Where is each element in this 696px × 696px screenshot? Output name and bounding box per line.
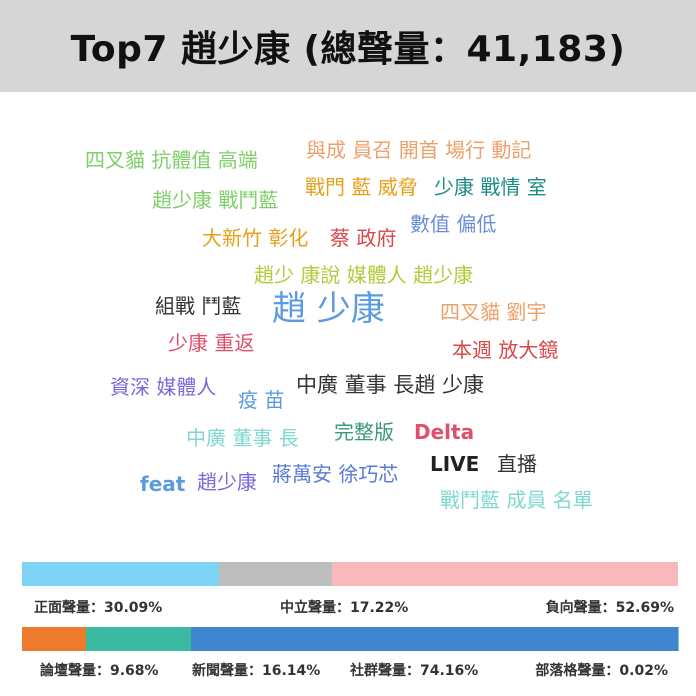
cloud-word-1: 四叉貓 抗體值 高端: [85, 148, 258, 172]
negative-volume-segment: [332, 562, 678, 586]
cloud-word-13: 少康 重返: [168, 331, 255, 355]
cloud-word-25: 蔣萬安 徐巧芯: [272, 462, 399, 486]
cloud-word-8: 蔡 政府: [330, 226, 397, 250]
positive-volume-segment: [22, 562, 220, 586]
cloud-word-17: 中廣 董事 長趙 少康: [296, 373, 485, 397]
cloud-word-7: 大新竹 彰化: [202, 226, 309, 250]
cloud-word-3: 戰門 藍 威脅: [305, 175, 418, 199]
cloud-word-22: 直播: [497, 452, 537, 476]
cloud-word-20: Delta: [414, 420, 475, 444]
blog-volume-label: 部落格聲量：0.02%: [535, 663, 668, 679]
neutral-volume-label: 中立聲量：17.22%: [280, 600, 409, 616]
neutral-volume-segment: [219, 562, 333, 586]
cloud-word-18: 中廣 董事 長: [186, 426, 299, 450]
cloud-word-26: 戰鬥藍 成員 名單: [440, 488, 593, 512]
cloud-word-9: 趙少 康說 媒體人 趙少康: [254, 263, 474, 287]
news-volume-label: 新聞聲量：16.14%: [192, 663, 321, 679]
positive-volume-label: 正面聲量：30.09%: [34, 600, 163, 616]
cloud-word-19: 完整版: [334, 420, 394, 444]
header-banner: Top7 趙少康 (總聲量：41,183): [0, 0, 696, 92]
negative-volume-label: 負向聲量：52.69%: [545, 600, 674, 616]
source-bar: [22, 627, 678, 651]
cloud-word-15: 資深 媒體人: [110, 375, 217, 399]
cloud-word-11: 趙 少康: [272, 289, 385, 329]
cloud-word-21: LIVE: [430, 452, 480, 476]
sentiment-bar: [22, 562, 678, 586]
forum-volume-segment: [22, 627, 86, 651]
cloud-word-4: 少康 戰情 室: [434, 175, 547, 199]
social-volume-label: 社群聲量：74.16%: [350, 663, 479, 679]
forum-volume-label: 論壇聲量：9.68%: [40, 663, 159, 679]
cloud-word-16: 疫 苗: [238, 388, 285, 412]
cloud-word-10: 組戰 鬥藍: [155, 294, 242, 318]
cloud-word-6: 數值 偏低: [410, 212, 497, 236]
cloud-word-5: 趙少康 戰鬥藍: [152, 188, 279, 212]
cloud-word-23: feat: [140, 472, 186, 496]
word-cloud: 四叉貓 抗體值 高端 與成 員召 開首 場行 動記 戰門 藍 威脅 少康 戰情 …: [0, 92, 696, 552]
cloud-word-2: 與成 員召 開首 場行 動記: [306, 138, 532, 162]
social-volume-segment: [191, 627, 678, 651]
page-title: Top7 趙少康 (總聲量：41,183): [70, 29, 626, 70]
cloud-word-12: 四叉貓 劉宇: [440, 300, 547, 324]
cloud-word-24: 趙少康: [197, 470, 257, 494]
news-volume-segment: [85, 627, 192, 651]
cloud-word-14: 本週 放大鏡: [452, 338, 559, 362]
